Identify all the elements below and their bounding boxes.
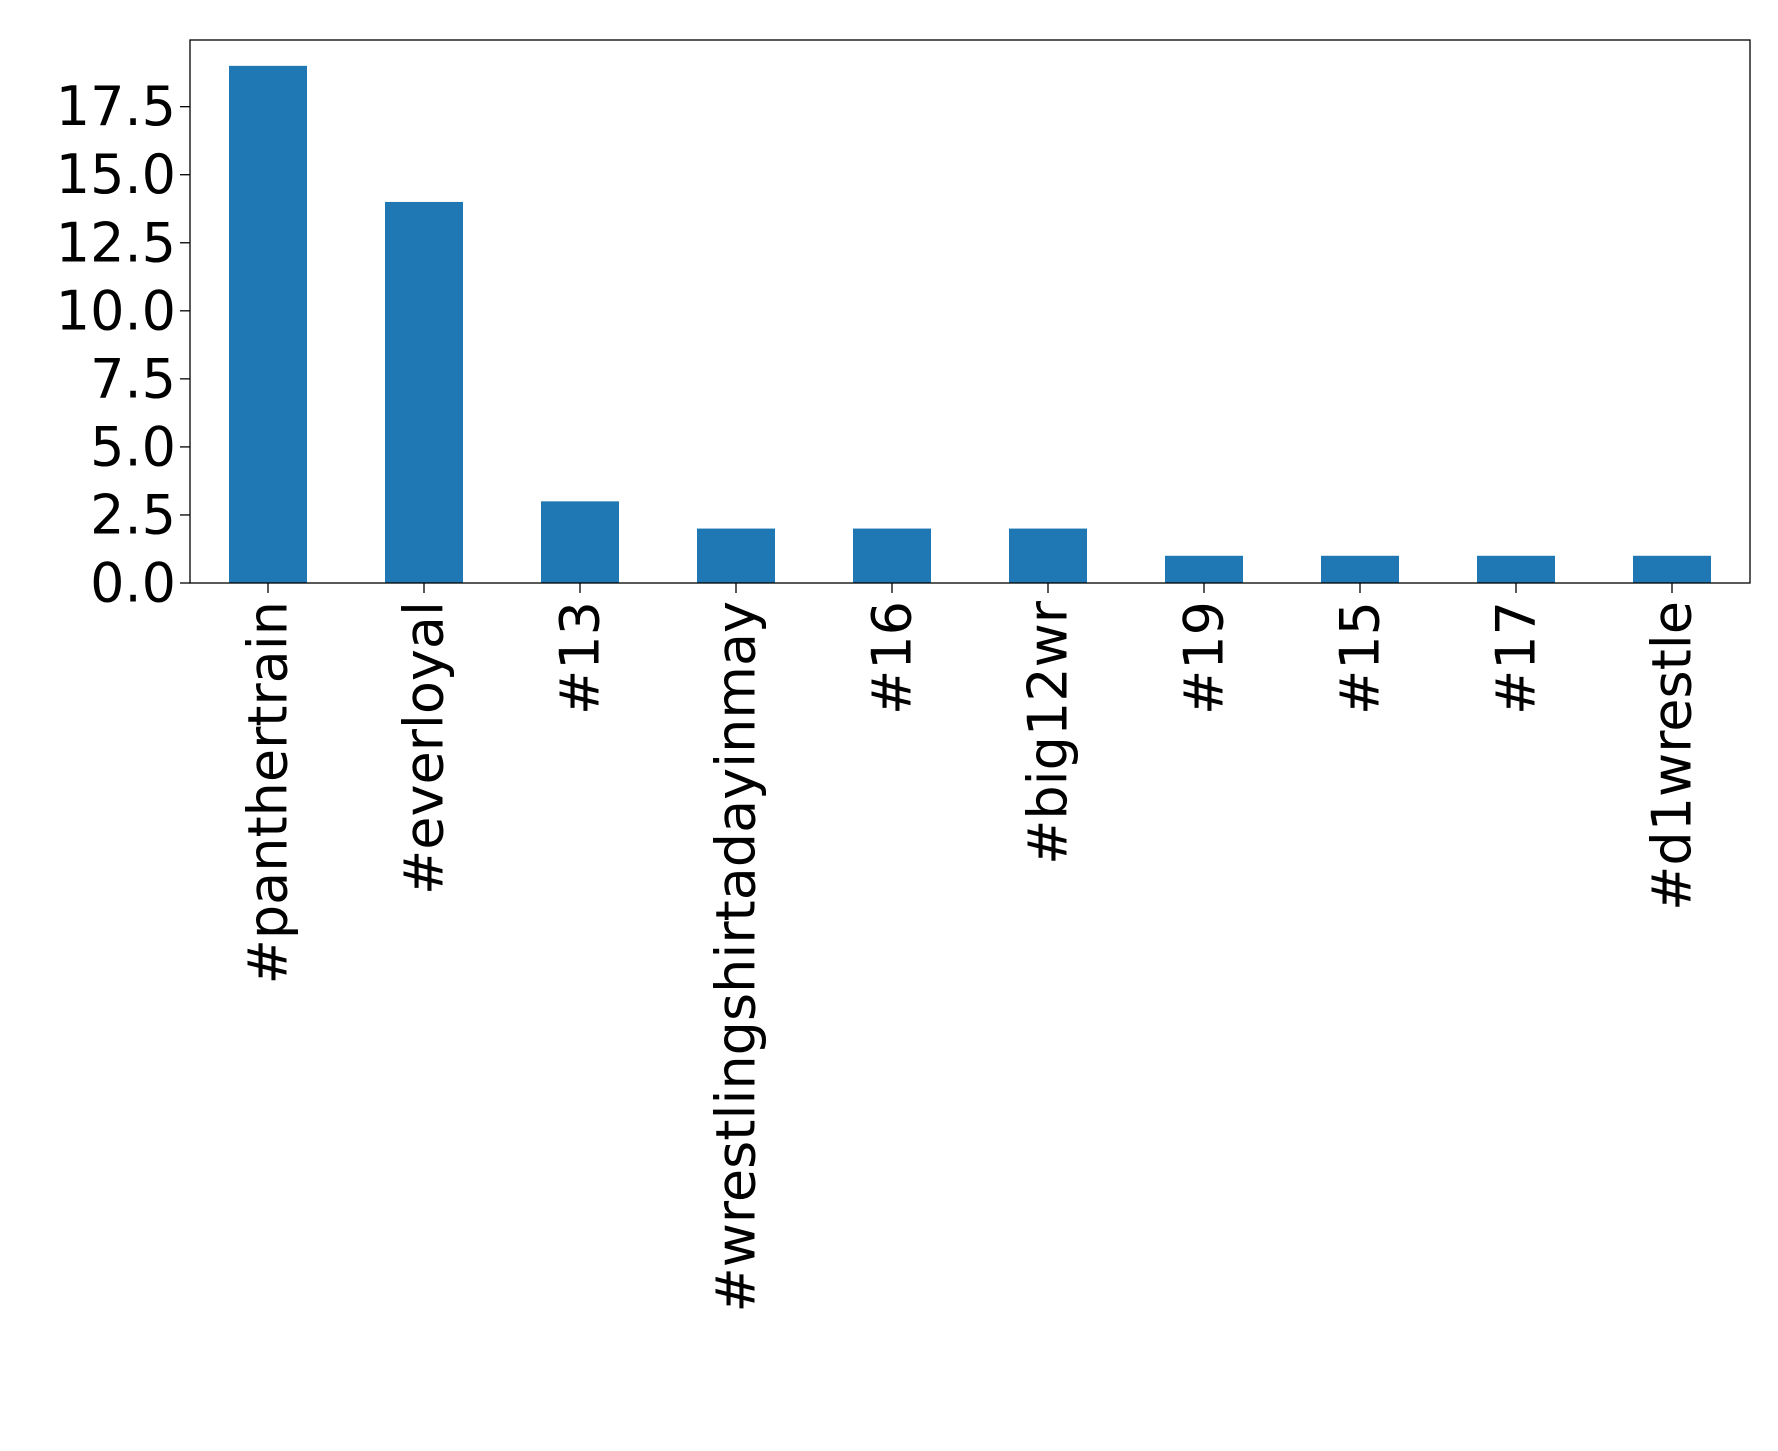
bar-5: [1009, 528, 1087, 583]
x-tick-label: #16: [861, 601, 924, 715]
x-tick-label: #19: [1173, 601, 1236, 715]
y-tick-label: 5.0: [90, 415, 176, 478]
bar-1: [385, 201, 463, 583]
y-tick-label: 17.5: [56, 75, 176, 138]
bar-6: [1165, 555, 1243, 583]
x-tick-label: #15: [1329, 601, 1392, 715]
x-tick-label: #panthertrain: [237, 601, 300, 984]
x-tick-label: #big12wr: [1017, 600, 1080, 865]
y-tick-label: 0.0: [90, 552, 176, 615]
x-axis: #panthertrain #everloyal #13 #wrestlingshir…: [237, 583, 1704, 1313]
bar-3: [697, 528, 775, 583]
x-tick-label: #d1wrestle: [1641, 601, 1704, 911]
bar-4: [853, 528, 931, 583]
y-tick-label: 12.5: [56, 211, 176, 274]
x-tick-label: #13: [549, 601, 612, 715]
x-tick-label: #wrestlingshirtadayinmay: [705, 601, 768, 1313]
bar-2: [541, 501, 619, 583]
bar-7: [1321, 555, 1399, 583]
bar-0: [229, 65, 307, 584]
bars-group: [229, 65, 1711, 584]
x-tick-label: #everloyal: [393, 601, 456, 895]
y-axis: 0.02.55.07.510.012.515.017.5: [56, 75, 190, 615]
bar-8: [1477, 555, 1555, 583]
bar-9: [1633, 555, 1711, 583]
y-tick-label: 15.0: [56, 143, 176, 206]
y-tick-label: 7.5: [90, 347, 176, 410]
plot-frame: [189, 39, 1751, 584]
y-tick-label: 2.5: [90, 483, 176, 546]
y-tick-label: 10.0: [56, 279, 176, 342]
x-tick-label: #17: [1485, 601, 1548, 715]
